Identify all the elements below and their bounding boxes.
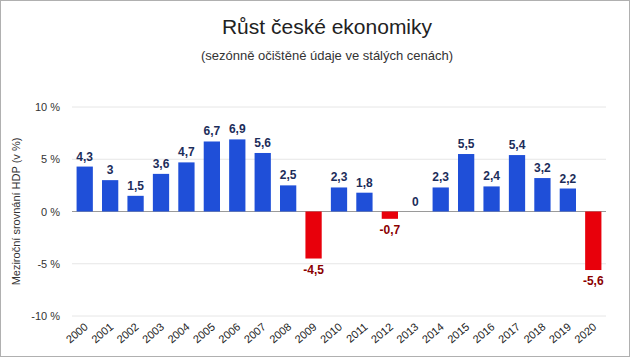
x-tick-label: 2020	[572, 320, 598, 345]
x-tick-label: 2005	[191, 320, 217, 345]
x-tick-label: 2009	[292, 320, 318, 345]
x-tick-label: 2018	[521, 320, 547, 345]
bar	[77, 167, 93, 212]
y-tick-label: -10 %	[31, 310, 60, 322]
data-label: 2,3	[331, 170, 348, 184]
x-tick-label: 2015	[445, 320, 471, 345]
data-label: 4,7	[178, 145, 195, 159]
x-tick-label: 2002	[114, 320, 140, 345]
subtitle: (sezónně očištěné údaje ve stálých cenác…	[201, 48, 453, 63]
x-tick-label: 2011	[344, 320, 370, 344]
bar	[102, 180, 118, 211]
bar	[127, 196, 143, 212]
data-label: 2,5	[280, 168, 297, 182]
bar	[433, 187, 449, 211]
x-tick-label: 2014	[420, 320, 446, 345]
data-label: 5,5	[458, 137, 475, 151]
y-tick-label: 5 %	[41, 153, 60, 165]
grid-line	[72, 107, 606, 108]
x-tick-label: 2008	[267, 320, 293, 345]
data-label: 0	[412, 195, 419, 209]
x-tick-label: 2003	[140, 320, 166, 345]
bar	[153, 174, 169, 212]
data-label: 6,9	[229, 122, 246, 136]
bar	[178, 162, 194, 211]
x-tick-label: 2013	[394, 320, 420, 345]
data-label: 5,6	[254, 136, 271, 150]
x-tick-label: 2004	[165, 320, 191, 345]
data-label: -5,6	[583, 274, 604, 288]
data-label: 2,4	[483, 169, 500, 183]
bar	[509, 155, 525, 211]
x-tick-label: 2007	[242, 320, 268, 345]
data-label: 1,8	[356, 176, 373, 190]
bar	[280, 185, 296, 211]
x-tick-label: 2019	[547, 320, 573, 345]
data-label: 3,6	[153, 157, 170, 171]
grid-line	[72, 263, 606, 264]
x-tick-label: 2016	[470, 320, 496, 345]
title: Růst české ekonomiky	[222, 15, 433, 38]
data-label: 2,2	[560, 172, 577, 186]
bar	[483, 186, 499, 211]
data-label: 1,5	[127, 179, 144, 193]
data-label: 6,7	[204, 124, 221, 138]
x-tick-label: 2010	[318, 320, 344, 345]
bar	[382, 212, 398, 219]
bar	[331, 187, 347, 211]
bar	[255, 153, 271, 212]
bars	[77, 139, 602, 270]
bar	[585, 212, 601, 271]
data-label: 3	[107, 163, 114, 177]
bar	[534, 178, 550, 211]
frame	[1, 1, 630, 357]
x-tick-label: 2017	[496, 320, 522, 345]
data-label: -0,7	[380, 223, 401, 237]
data-label: -4,5	[303, 263, 324, 277]
chart: Růst české ekonomiky (sezónně očištěné úd…	[0, 0, 630, 357]
data-label: 3,2	[534, 161, 551, 175]
grid-line	[72, 316, 606, 317]
x-tick-label: 2006	[216, 320, 242, 345]
bar	[458, 154, 474, 211]
bar	[356, 193, 372, 212]
bar	[229, 139, 245, 211]
y-axis-label: Meziroční srovnání HDP (v %)	[10, 138, 22, 286]
bar	[560, 189, 576, 212]
x-tick-label: 2000	[64, 320, 90, 345]
x-tick-label: 2001	[89, 320, 115, 345]
y-tick-label: 0 %	[41, 206, 60, 218]
bar	[305, 212, 321, 259]
data-label: 4,3	[76, 150, 93, 164]
data-label: 5,4	[509, 138, 526, 152]
data-labels: 4,3 3 1,5 3,6 4,7 6,7 6,9 5,6 2,5 -4,5 2,3 1,8 -0,7 0…	[76, 122, 604, 288]
x-tick-label: 2012	[369, 320, 395, 345]
bar	[204, 141, 220, 211]
bar	[407, 211, 423, 212]
data-label: 2,3	[432, 170, 449, 184]
y-tick-label: -5 %	[37, 258, 60, 270]
y-tick-label: 10 %	[35, 101, 60, 113]
